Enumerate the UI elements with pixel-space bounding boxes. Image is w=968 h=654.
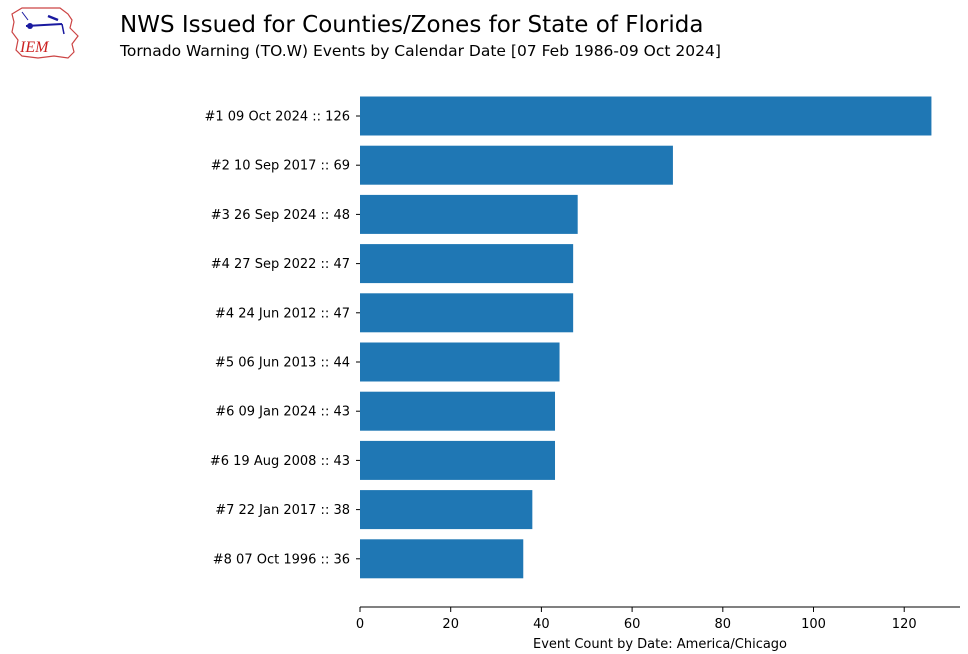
y-tick-label: #7 22 Jan 2017 :: 38 [215, 503, 350, 518]
bar-6 [360, 342, 560, 382]
x-tick-label: 120 [892, 617, 917, 632]
bars-group [360, 96, 932, 579]
bar-1 [360, 96, 932, 136]
x-tick-label: 20 [442, 617, 459, 632]
bar-8 [360, 440, 556, 480]
y-tick-label: #6 09 Jan 2024 :: 43 [215, 405, 350, 420]
chart-title: NWS Issued for Counties/Zones for State … [120, 12, 704, 38]
y-tick-label: #3 26 Sep 2024 :: 48 [211, 208, 350, 223]
x-tick-label: 80 [715, 617, 732, 632]
bar-3 [360, 194, 578, 234]
y-tick-labels: #1 09 Oct 2024 :: 126#2 10 Sep 2017 :: 6… [204, 110, 360, 567]
bar-10 [360, 539, 524, 579]
iem-logo: IEM [8, 6, 82, 60]
bar-4 [360, 244, 574, 284]
y-tick-label: #2 10 Sep 2017 :: 69 [211, 159, 350, 174]
y-tick-label: #4 24 Jun 2012 :: 47 [215, 306, 350, 321]
y-tick-label: #5 06 Jun 2013 :: 44 [215, 356, 350, 371]
x-ticks: 0 20 40 60 80 100 120 [356, 607, 917, 632]
x-axis-label: Event Count by Date: America/Chicago [533, 637, 787, 652]
bar-2 [360, 145, 673, 185]
x-tick-label: 100 [801, 617, 826, 632]
svg-text:IEM: IEM [19, 39, 50, 56]
x-tick-label: 0 [356, 617, 364, 632]
x-tick-label: 40 [533, 617, 550, 632]
y-tick-label: #4 27 Sep 2022 :: 47 [211, 257, 350, 272]
y-tick-label: #1 09 Oct 2024 :: 126 [204, 110, 350, 125]
bar-9 [360, 490, 533, 530]
chart-subtitle: Tornado Warning (TO.W) Events by Calenda… [120, 42, 721, 60]
y-tick-label: #6 19 Aug 2008 :: 43 [210, 454, 350, 469]
y-tick-label: #8 07 Oct 1996 :: 36 [213, 552, 350, 567]
bar-5 [360, 293, 574, 333]
bar-7 [360, 391, 556, 431]
x-tick-label: 60 [624, 617, 641, 632]
